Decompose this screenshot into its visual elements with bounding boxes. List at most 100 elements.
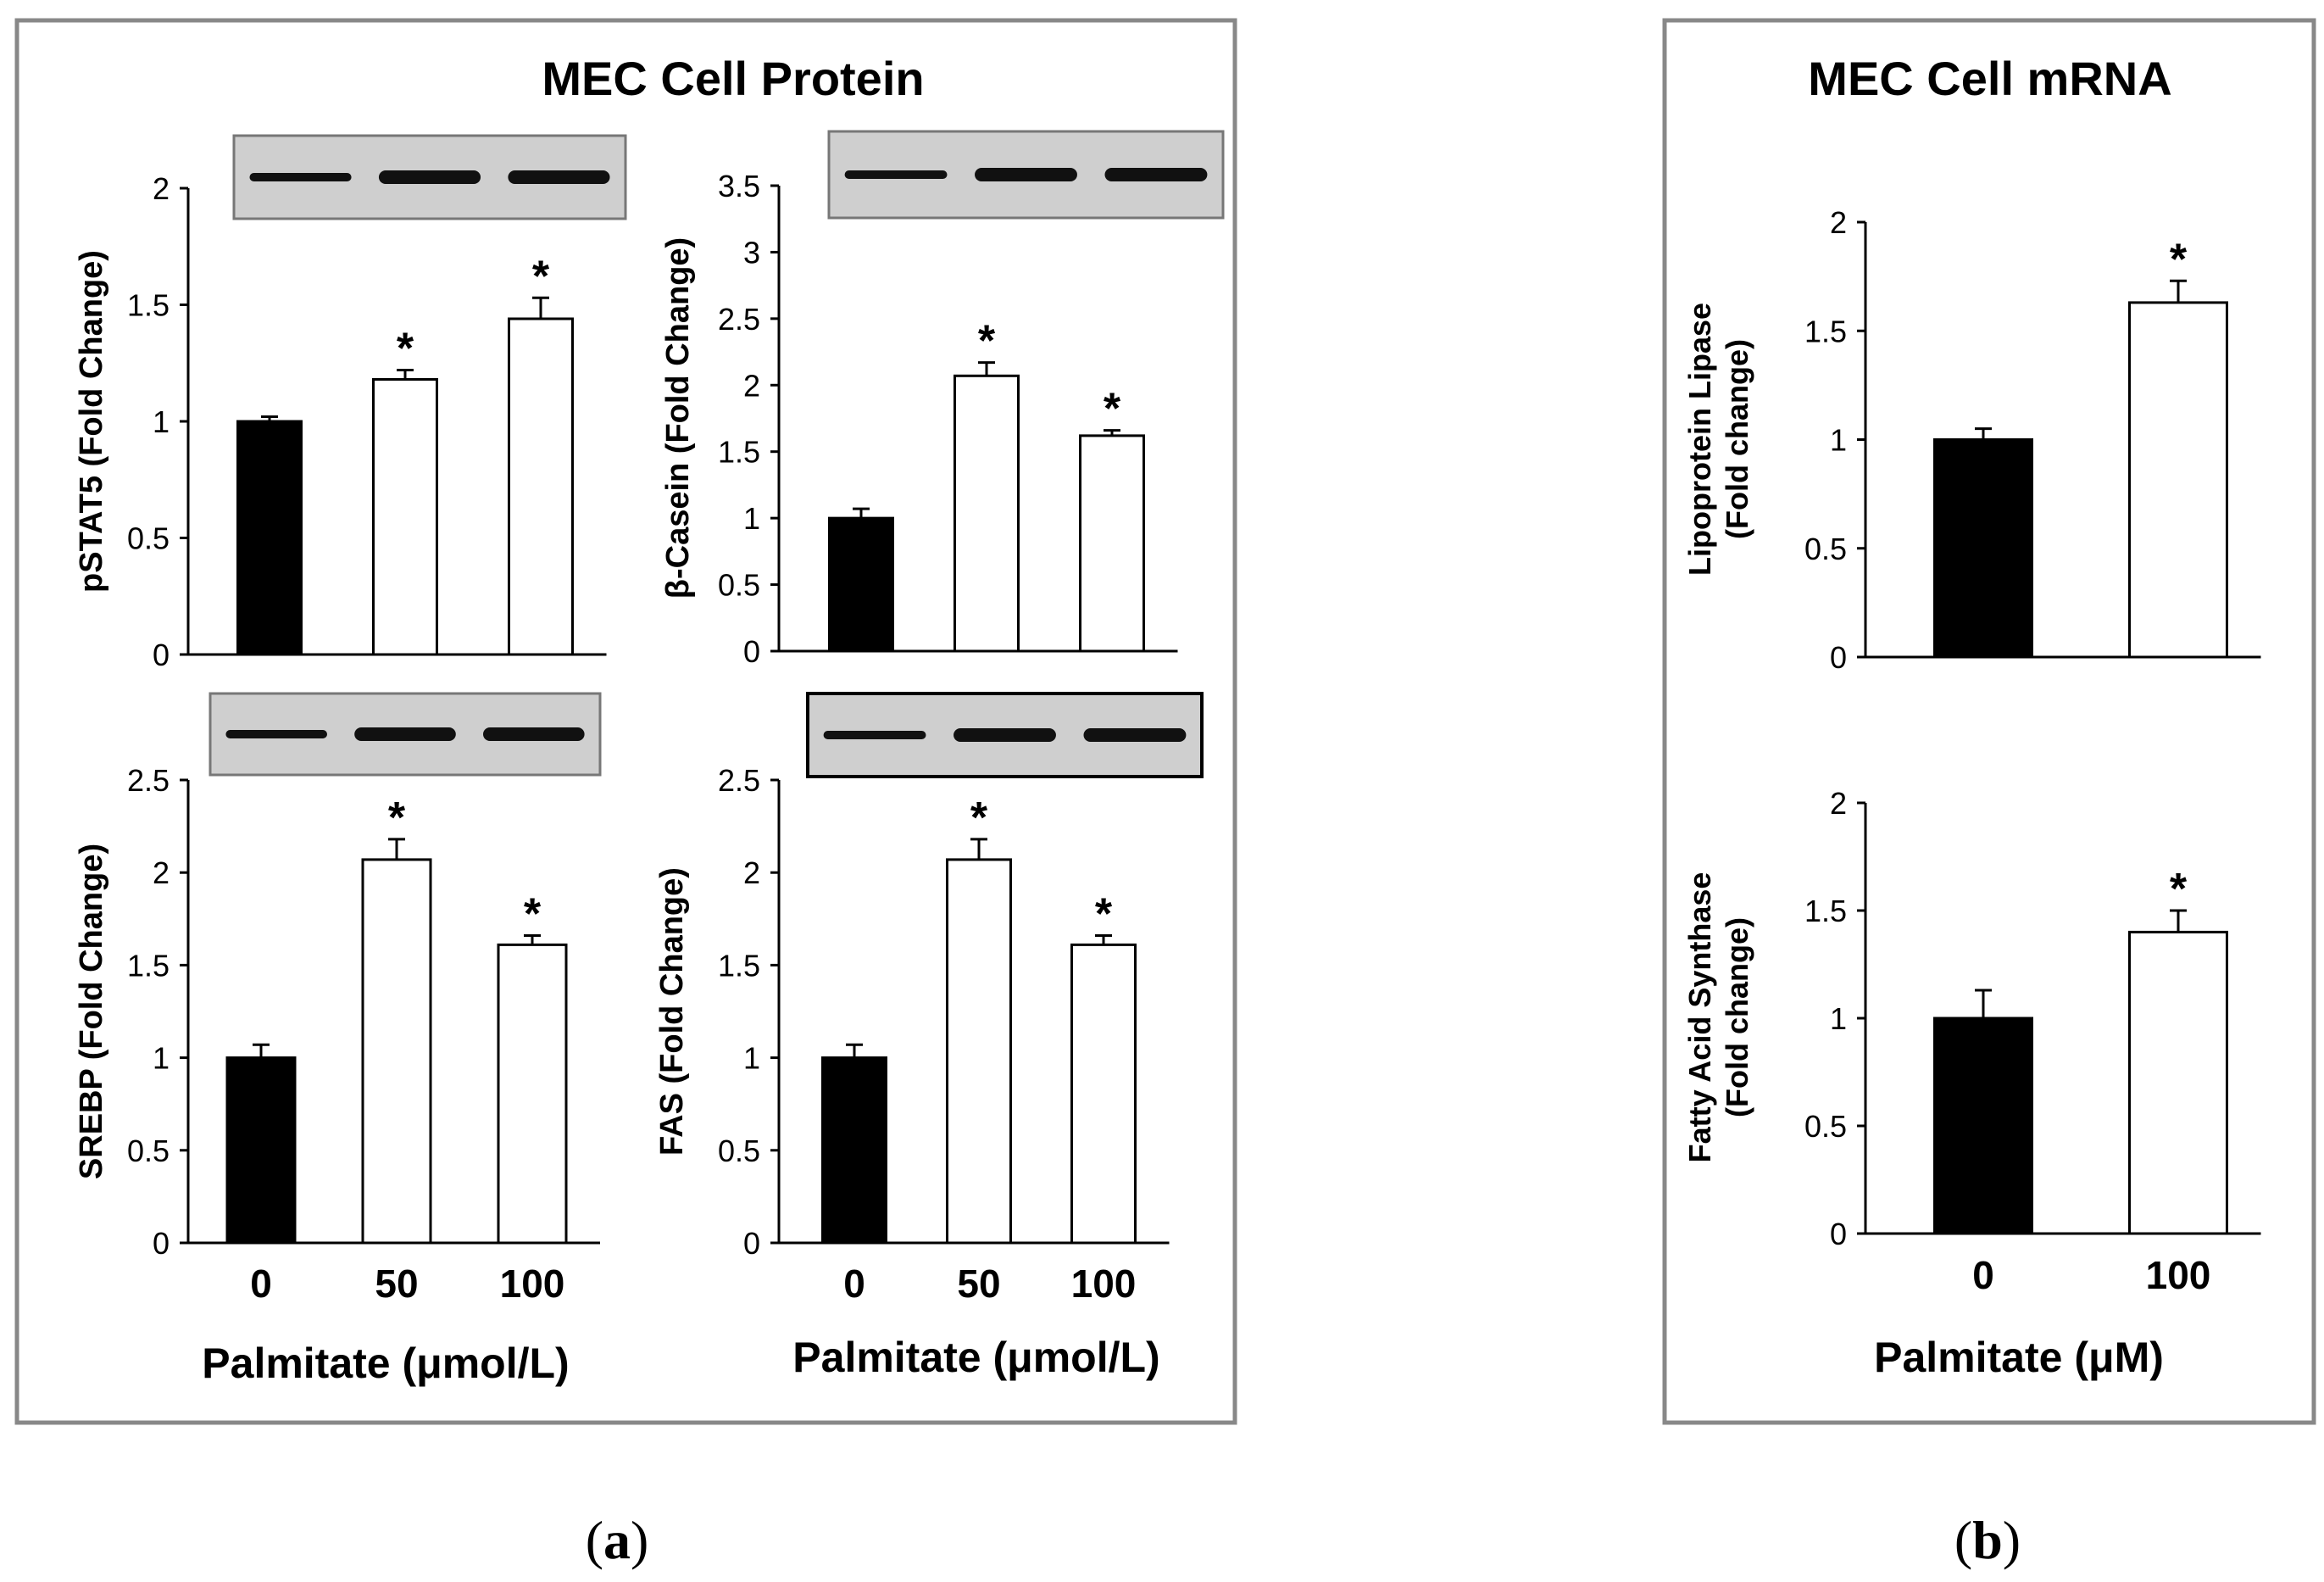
fas-bar: [946, 858, 1012, 1245]
srebp-chart: 0 0.5 1 1.5 2 2.5 0 * 50 * 100 SREBP (Fold Change): [74, 692, 602, 1306]
fas-bar: [821, 1056, 887, 1245]
panel-b-caption: (b): [1954, 1510, 2021, 1570]
srebp-y-tick-label: 0: [153, 1226, 170, 1261]
fas-y-tick-label: 1.5: [718, 948, 760, 983]
lpl-bar: [1933, 438, 2033, 659]
lpl-y-tick-label: 0: [1830, 640, 1847, 675]
casein-significance-star: *: [1104, 385, 1121, 434]
lpl-y-tick-label: 1.5: [1804, 314, 1847, 348]
srebp-bar: [225, 1056, 297, 1245]
fasn-y-tick-label: 1: [1830, 1001, 1847, 1036]
casein-y-tick-label: 0.5: [718, 568, 760, 603]
fas-y-tick-label: 0: [743, 1226, 760, 1261]
pstat5-blot-band: [378, 170, 481, 184]
casein-y-tick-label: 3.5: [718, 169, 760, 203]
fas-blot-band: [1083, 728, 1187, 742]
casein-y-tick-label: 3: [743, 235, 760, 270]
fas-significance-star: *: [1095, 889, 1113, 939]
casein-bar: [954, 374, 1020, 653]
pstat5-blot-band: [508, 170, 610, 184]
fasn-chart: 0 0.5 1 1.5 2 0 * 100 Fatty Acid Synthase (Fold c…: [1682, 786, 2261, 1297]
fas-chart: 0 0.5 1 1.5 2 2.5 0 * 50 * 100 FAS (Fold Change): [654, 692, 1204, 1306]
casein-significance-star: *: [978, 317, 996, 366]
lpl-bar: [2128, 301, 2228, 659]
pstat5-bar: [372, 378, 438, 656]
casein-chart: 0 0.5 1 1.5 2 2.5 3 3.5 * * β-Casein (Fold Change): [660, 130, 1225, 669]
srebp-y-tick-label: 2: [153, 855, 170, 890]
pstat5-bar: [236, 420, 303, 656]
lpl-y-tick-label: 2: [1830, 205, 1847, 240]
fasn-y-tick-label: 1.5: [1804, 894, 1847, 928]
pstat5-bar: [508, 317, 574, 656]
fas-y-label: FAS (Fold Change): [654, 867, 690, 1156]
srebp-bar: [497, 943, 568, 1245]
fasn-y-label: Fatty Acid Synthase: [1682, 872, 1717, 1163]
srebp-blot-band: [225, 730, 327, 738]
panel-b-xlabel: Palmitate (μM): [1874, 1334, 2164, 1381]
pstat5-significance-star: *: [532, 252, 550, 301]
casein-y-label: β-Casein (Fold Change): [660, 237, 696, 599]
panel-b-title: MEC Cell mRNA: [1808, 52, 2171, 105]
pstat5-significance-star: *: [397, 325, 414, 374]
srebp-significance-star: *: [388, 794, 406, 843]
lpl-chart: 0 0.5 1 1.5 2 * Lipoprotein Lipase (Fold change…: [1682, 205, 2261, 675]
pstat5-y-tick-label: 0.5: [127, 521, 170, 556]
pstat5-y-tick-label: 1.5: [127, 288, 170, 323]
casein-bar: [828, 516, 894, 653]
pstat5-blot-band: [249, 173, 352, 181]
fas-y-tick-label: 0.5: [718, 1134, 760, 1168]
casein-blot-band: [1104, 168, 1208, 181]
fasn-bar: [2128, 930, 2228, 1235]
srebp-y-tick-label: 1: [153, 1041, 170, 1076]
lpl-y-tick-label: 1: [1830, 423, 1847, 458]
fasn-y-tick-label: 2: [1830, 786, 1847, 821]
fas-y-tick-label: 1: [743, 1041, 760, 1076]
srebp-bar: [361, 858, 432, 1245]
fasn-significance-star: *: [2170, 865, 2188, 914]
fas-blot-band: [823, 731, 926, 739]
srebp-y-tick-label: 2.5: [127, 763, 170, 798]
casein-y-tick-label: 1: [743, 501, 760, 536]
fas-x-tick-label: 100: [1071, 1262, 1137, 1306]
srebp-x-tick-label: 50: [375, 1262, 418, 1306]
pstat5-y-label: pSTAT5 (Fold Change): [74, 250, 109, 593]
srebp-y-tick-label: 0.5: [127, 1134, 170, 1168]
casein-blot-band: [844, 170, 948, 179]
fasn-y-tick-label: 0: [1830, 1217, 1847, 1251]
fas-y-tick-label: 2: [743, 855, 760, 890]
panel-b-frame: [1662, 18, 2316, 1425]
srebp-x-tick-label: 100: [500, 1262, 565, 1306]
casein-bar: [1079, 434, 1145, 653]
fasn-y-label-unit: (Fold change): [1720, 917, 1754, 1117]
fasn-x-tick-label: 100: [2146, 1253, 2211, 1297]
fasn-bar: [1933, 1017, 2033, 1235]
panel-a-xlabel-right: Palmitate (μmol/L): [792, 1334, 1159, 1381]
fas-y-tick-label: 2.5: [718, 763, 760, 798]
panel-a-title: MEC Cell Protein: [542, 52, 924, 105]
fas-x-tick-label: 50: [957, 1262, 1000, 1306]
casein-y-tick-label: 2.5: [718, 302, 760, 337]
fasn-x-tick-label: 0: [1972, 1253, 1994, 1297]
casein-blot-band: [975, 168, 1077, 181]
fas-bar: [1070, 943, 1137, 1245]
srebp-y-label: SREBP (Fold Change): [74, 844, 109, 1179]
pstat5-y-tick-label: 2: [153, 171, 170, 206]
lpl-y-tick-label: 0.5: [1804, 532, 1847, 566]
casein-y-tick-label: 1.5: [718, 435, 760, 470]
lpl-significance-star: *: [2170, 235, 2188, 284]
panel-a-frame: [14, 18, 1237, 1425]
srebp-blot-band: [354, 727, 456, 741]
pstat5-y-tick-label: 1: [153, 404, 170, 439]
srebp-x-tick-label: 0: [250, 1262, 272, 1306]
srebp-y-tick-label: 1.5: [127, 948, 170, 983]
panel-a-xlabel-left: Palmitate (μmol/L): [202, 1340, 569, 1387]
srebp-blot-band: [483, 727, 585, 741]
fas-x-tick-label: 0: [843, 1262, 865, 1306]
fasn-y-tick-label: 0.5: [1804, 1109, 1847, 1144]
panel-a-caption: (a): [586, 1510, 649, 1570]
fas-blot-band: [954, 728, 1056, 742]
fas-significance-star: *: [970, 794, 988, 843]
casein-y-tick-label: 2: [743, 368, 760, 403]
pstat5-y-tick-label: 0: [153, 638, 170, 672]
